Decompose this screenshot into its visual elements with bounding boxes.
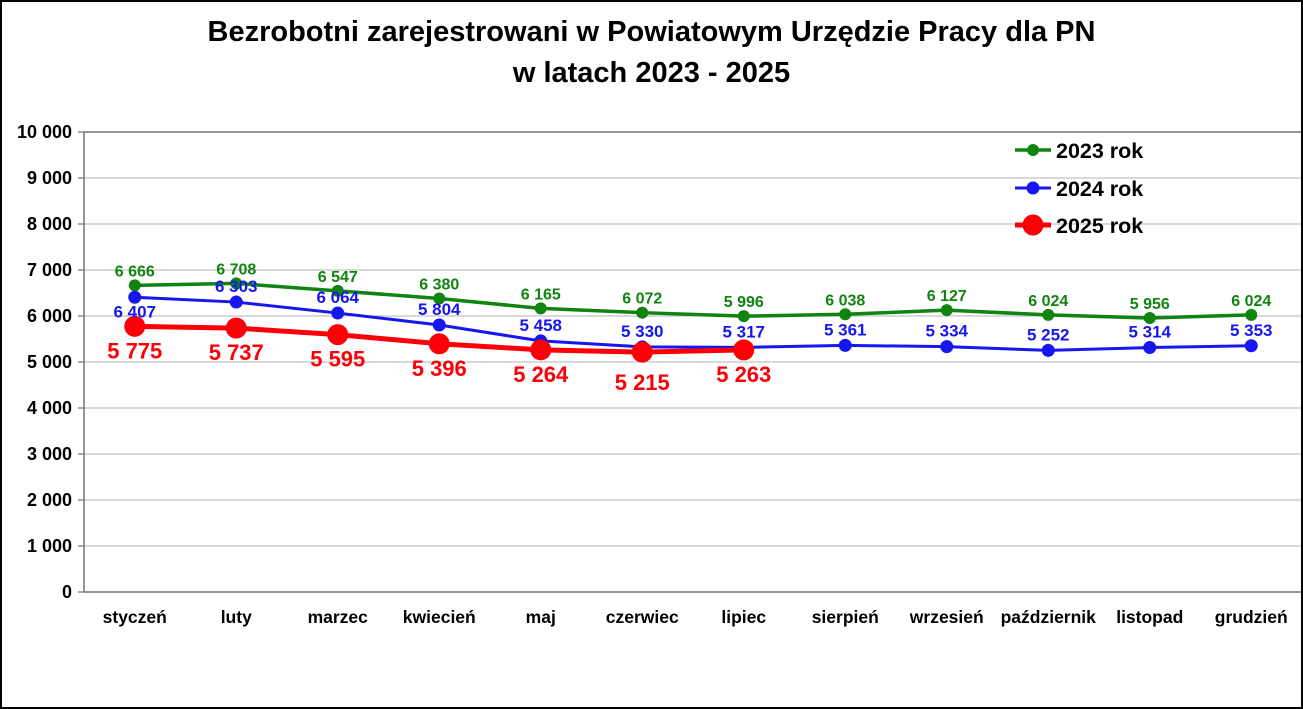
data-point — [636, 306, 649, 319]
data-point — [428, 333, 450, 355]
data-label: 5 252 — [1027, 325, 1070, 344]
data-label: 5 330 — [621, 322, 664, 341]
data-label: 6 407 — [113, 302, 156, 321]
data-label: 6 380 — [419, 277, 459, 294]
x-axis-label: grudzień — [1215, 607, 1288, 627]
y-tick-label: 9 000 — [27, 168, 72, 188]
data-label: 5 956 — [1130, 296, 1170, 313]
data-point — [327, 324, 349, 346]
data-label: 6 127 — [927, 288, 967, 305]
data-point — [940, 304, 953, 317]
y-tick-label: 7 000 — [27, 260, 72, 280]
data-point — [1143, 312, 1156, 325]
data-label: 5 263 — [716, 362, 771, 387]
x-axis-label: luty — [221, 607, 252, 627]
data-label: 5 737 — [209, 340, 264, 365]
x-axis-label: sierpień — [812, 607, 879, 627]
series-line-2023-rok — [133, 281, 1253, 320]
data-label: 5 458 — [519, 316, 562, 335]
data-label: 6 165 — [521, 286, 561, 303]
y-tick-label: 5 000 — [27, 352, 72, 372]
data-point — [737, 310, 750, 323]
y-tick-label: 0 — [62, 582, 72, 602]
data-label: 5 317 — [722, 322, 765, 341]
data-point — [331, 306, 345, 320]
x-axis-label: styczeń — [103, 607, 167, 627]
x-axis-label: marzec — [308, 607, 369, 627]
data-label: 6 024 — [1028, 293, 1068, 310]
data-point — [940, 340, 954, 354]
y-tick-label: 2 000 — [27, 490, 72, 510]
data-point — [1042, 308, 1055, 321]
chart-title-line1: Bezrobotni zarejestrowani w Powiatowym U… — [207, 16, 1096, 48]
data-point — [433, 292, 446, 305]
y-tick-label: 6 000 — [27, 306, 72, 326]
data-label: 5 353 — [1230, 321, 1273, 340]
data-label: 5 215 — [615, 370, 670, 395]
data-label: 6 666 — [115, 263, 155, 280]
legend-item-2025-rok: 2025 rok — [1056, 214, 1143, 238]
data-point — [432, 318, 446, 332]
data-point — [124, 315, 146, 337]
y-tick-label: 10 000 — [17, 122, 72, 142]
y-tick-label: 3 000 — [27, 444, 72, 464]
data-label: 5 314 — [1128, 323, 1171, 342]
data-point — [225, 317, 247, 339]
data-point — [631, 341, 653, 363]
x-axis-label: listopad — [1116, 607, 1183, 627]
data-label: 5 775 — [107, 338, 162, 363]
data-point — [534, 302, 547, 315]
x-axis-label: lipiec — [721, 607, 766, 627]
data-point — [530, 339, 552, 361]
x-axis-label: wrzesień — [909, 607, 984, 627]
data-label: 6 064 — [316, 288, 359, 307]
data-point — [128, 290, 142, 304]
data-point — [1041, 343, 1055, 357]
chart-title-line2: w latach 2023 - 2025 — [512, 57, 791, 89]
x-axis-label: czerwiec — [606, 607, 679, 627]
legend-marker — [1022, 214, 1044, 236]
data-label: 5 334 — [925, 322, 968, 341]
plot-border — [83, 131, 1301, 593]
legend-item-2024-rok: 2024 rok — [1056, 177, 1143, 201]
data-point — [839, 308, 852, 321]
data-label: 5 804 — [418, 300, 461, 319]
x-axis-label: kwiecień — [403, 607, 476, 627]
y-tick-label: 4 000 — [27, 398, 72, 418]
y-tick-label: 1 000 — [27, 536, 72, 556]
data-label: 6 024 — [1231, 293, 1271, 310]
data-label: 5 396 — [412, 356, 467, 381]
data-point — [128, 279, 141, 292]
data-point — [1244, 339, 1258, 353]
legend-marker — [1027, 144, 1039, 156]
data-label: 6 038 — [825, 292, 865, 309]
data-label: 6 708 — [216, 261, 256, 278]
data-point — [1245, 308, 1258, 321]
x-axis-label: październik — [1001, 607, 1097, 627]
data-label: 5 361 — [824, 320, 867, 339]
data-point — [838, 338, 852, 352]
data-point — [229, 295, 243, 309]
y-tick-label: 8 000 — [27, 214, 72, 234]
data-label: 6 547 — [318, 269, 358, 286]
data-label: 6 072 — [622, 291, 662, 308]
legend-marker — [1026, 181, 1040, 195]
data-point — [733, 339, 755, 361]
data-label: 6 303 — [215, 277, 258, 296]
legend-item-2023-rok: 2023 rok — [1056, 139, 1143, 163]
data-point — [331, 284, 344, 297]
data-point — [1143, 341, 1157, 355]
data-point — [230, 277, 243, 290]
data-label: 5 996 — [724, 294, 764, 311]
chart-title: Bezrobotni zarejestrowani w Powiatowym U… — [2, 12, 1301, 94]
data-label: 5 595 — [310, 347, 365, 372]
series-line-2024-rok — [133, 295, 1253, 352]
data-label: 5 264 — [513, 362, 569, 387]
x-axis-label: maj — [526, 607, 556, 627]
